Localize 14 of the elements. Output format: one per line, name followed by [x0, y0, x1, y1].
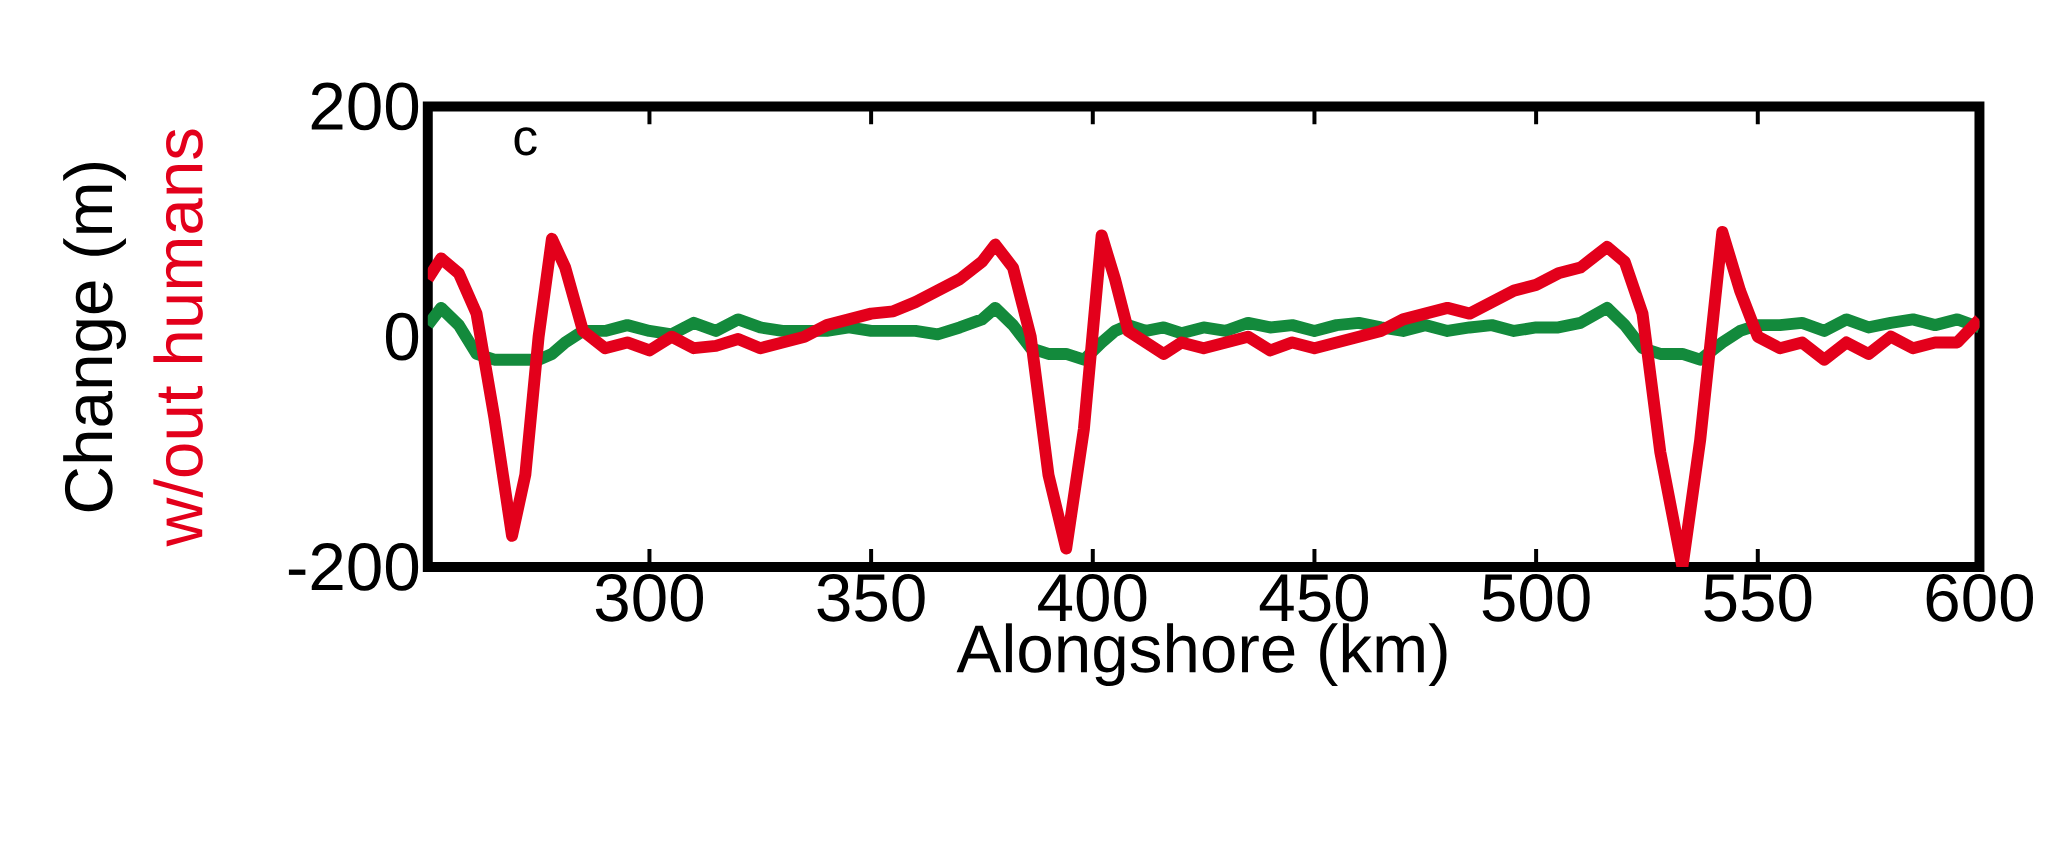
x-tick-label: 600	[1926, 573, 2034, 622]
x-axis-title: Alongshore (km)	[956, 623, 1447, 686]
x-tick-label: 350	[817, 573, 925, 622]
x-tick-label: 550	[1704, 573, 1812, 622]
y-tick-label: 0	[385, 312, 419, 361]
x-tick-label: 400	[1038, 573, 1147, 622]
x-tick-label: 300	[595, 573, 704, 622]
y-axis-title: Change (m)	[63, 162, 126, 511]
annotation: c	[514, 127, 537, 156]
y-tick-label: -200	[288, 542, 419, 591]
x-tick-label: 500	[1482, 573, 1590, 622]
text: w/out humans	[153, 129, 203, 547]
x-tick-label: 450	[1259, 573, 1369, 622]
y-tick-label: 200	[311, 82, 419, 131]
